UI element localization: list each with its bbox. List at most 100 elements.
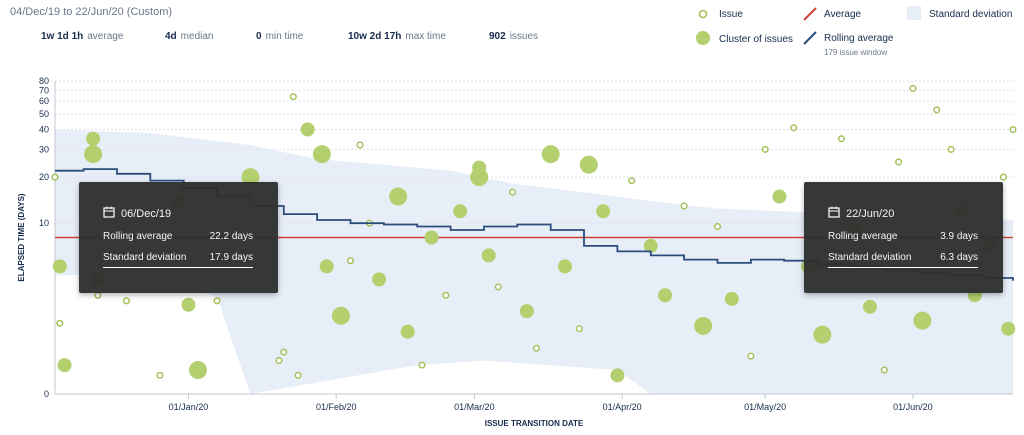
issue-point[interactable]: [680, 202, 688, 210]
x-tick-label: 01/Feb/20: [316, 402, 357, 412]
issue-point[interactable]: [1009, 125, 1017, 134]
tooltip-start-date: 06/Dec/19: [121, 208, 172, 220]
issue-point[interactable]: [628, 177, 636, 185]
issue-point[interactable]: [418, 361, 426, 369]
issue-point[interactable]: [895, 158, 903, 166]
issue-cluster[interactable]: [724, 291, 739, 306]
issue-cluster[interactable]: [541, 145, 560, 164]
tooltip-end-sd: Standard deviation 6.3 days: [828, 252, 978, 263]
issue-point[interactable]: [346, 257, 355, 265]
issue-point[interactable]: [51, 173, 59, 181]
issue-cluster[interactable]: [181, 297, 196, 312]
issue-cluster[interactable]: [472, 160, 487, 175]
tooltip-end-sd-value: 6.3 days: [940, 252, 978, 263]
issue-cluster[interactable]: [389, 187, 408, 206]
issue-point[interactable]: [122, 297, 131, 305]
issue-cluster[interactable]: [331, 306, 350, 325]
tooltip-end-sd-label: Standard deviation: [828, 252, 912, 263]
issue-cluster[interactable]: [300, 122, 315, 137]
issue-point[interactable]: [275, 356, 283, 365]
issue-cluster[interactable]: [519, 304, 534, 319]
issue-point[interactable]: [933, 106, 941, 114]
issue-point[interactable]: [790, 124, 798, 132]
stat-average: 1w 1d 1h average: [41, 31, 123, 42]
issue-point[interactable]: [909, 84, 917, 92]
issue-cluster[interactable]: [1001, 321, 1016, 336]
stat-average-label: average: [87, 31, 124, 42]
calendar-icon: [828, 206, 840, 218]
issue-cluster[interactable]: [188, 361, 207, 380]
issue-cluster[interactable]: [57, 358, 72, 373]
y-tick-label: 80: [39, 76, 49, 86]
issue-point[interactable]: [509, 188, 517, 196]
issue-cluster[interactable]: [319, 259, 334, 274]
tooltip-start-rolling-label: Rolling average: [103, 231, 173, 242]
y-tick-label: 20: [39, 172, 49, 182]
issue-cluster[interactable]: [52, 259, 67, 274]
tooltip-start-underline: [103, 267, 253, 268]
issue-cluster[interactable]: [84, 145, 103, 164]
issue-point[interactable]: [880, 366, 888, 374]
tooltip-end-date: 22/Jun/20: [846, 208, 895, 220]
issue-cluster[interactable]: [658, 288, 673, 303]
stat-median-value: 4d: [165, 31, 177, 42]
stat-issues-label: issues: [509, 31, 539, 42]
issue-point[interactable]: [713, 222, 722, 231]
stat-issues-value: 902: [489, 31, 506, 42]
issue-points[interactable]: [51, 84, 1017, 383]
tooltip-end-underline: [828, 267, 978, 268]
stat-median-label: median: [180, 31, 214, 42]
issue-point[interactable]: [156, 371, 164, 379]
issue-cluster[interactable]: [913, 311, 932, 330]
tooltip-start: 06/Dec/19 Rolling average 22.2 days Stand…: [79, 182, 278, 293]
stat-min: 0 min time: [256, 31, 303, 42]
issue-point[interactable]: [494, 283, 502, 291]
tooltip-end: 22/Jun/20 Rolling average 3.9 days Standa…: [804, 182, 1003, 293]
issue-point[interactable]: [575, 325, 583, 333]
issue-cluster[interactable]: [863, 299, 878, 314]
tooltip-end-rolling-value: 3.9 days: [940, 231, 978, 242]
y-tick-label: 40: [39, 124, 49, 134]
issue-point[interactable]: [837, 135, 845, 143]
stddev-band: [55, 129, 1013, 394]
y-tick-label: 70: [39, 85, 49, 95]
issue-cluster[interactable]: [557, 259, 572, 274]
calendar-icon: [103, 206, 115, 218]
issue-point[interactable]: [280, 348, 288, 356]
issue-cluster[interactable]: [813, 325, 832, 344]
issue-cluster[interactable]: [400, 324, 415, 339]
issue-point[interactable]: [289, 93, 297, 101]
issue-cluster[interactable]: [424, 230, 439, 245]
issue-point[interactable]: [761, 145, 769, 153]
stat-min-value: 0: [256, 31, 262, 42]
issue-point[interactable]: [56, 319, 64, 327]
issue-point[interactable]: [94, 291, 102, 299]
issue-cluster[interactable]: [312, 145, 331, 164]
tooltip-end-rolling: Rolling average 3.9 days: [828, 231, 978, 242]
y-tick-label: 50: [39, 109, 49, 119]
issue-cluster[interactable]: [86, 131, 101, 146]
issue-cluster[interactable]: [453, 204, 468, 219]
issue-cluster[interactable]: [579, 155, 598, 174]
issue-point[interactable]: [442, 291, 450, 299]
issue-cluster[interactable]: [372, 272, 387, 287]
stat-max-label: max time: [405, 31, 446, 42]
issue-cluster[interactable]: [610, 368, 625, 383]
issue-cluster[interactable]: [694, 316, 713, 335]
issue-cluster[interactable]: [241, 168, 260, 187]
issue-point[interactable]: [294, 371, 302, 379]
stat-average-value: 1w 1d 1h: [41, 31, 84, 42]
stddev-area: [55, 129, 1013, 394]
issue-point[interactable]: [213, 297, 221, 305]
issue-point[interactable]: [947, 145, 955, 153]
issue-point[interactable]: [356, 141, 364, 149]
issue-cluster[interactable]: [481, 248, 496, 263]
date-range: 04/Dec/19 to 22/Jun/20 (Custom): [10, 6, 173, 18]
issue-cluster[interactable]: [772, 189, 787, 204]
issue-cluster[interactable]: [643, 238, 658, 253]
issue-point[interactable]: [532, 344, 540, 352]
issue-point[interactable]: [999, 173, 1008, 181]
issue-point[interactable]: [747, 352, 755, 360]
issue-cluster[interactable]: [596, 204, 611, 219]
